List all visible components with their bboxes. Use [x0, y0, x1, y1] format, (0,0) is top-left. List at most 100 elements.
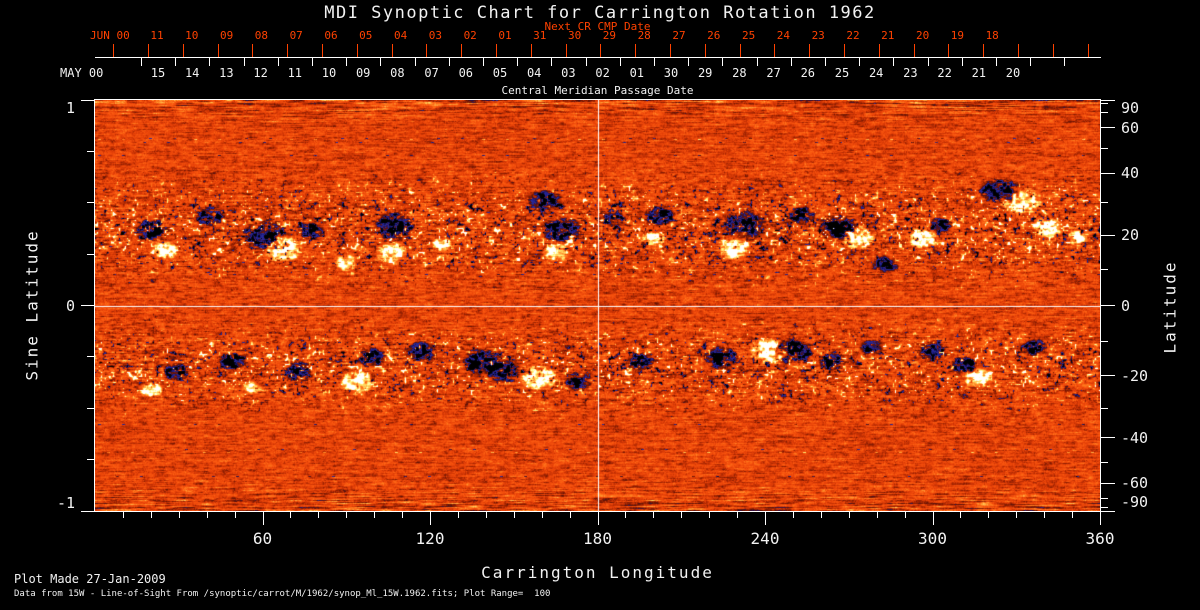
next-cr-axis-tick	[426, 44, 428, 57]
next-cr-day-label: 01	[498, 29, 512, 42]
latitude-tick	[1101, 507, 1108, 509]
longitude-tick-label: 360	[1085, 529, 1115, 548]
longitude-minor-tick	[374, 512, 376, 518]
next-cr-axis-tick	[461, 44, 463, 57]
page-title: MDI Synoptic Chart for Carrington Rotati…	[324, 3, 876, 23]
cmp-day-label: 07	[424, 66, 439, 80]
sine-latitude-tick-label: -1	[56, 494, 75, 512]
latitude-tick	[1101, 498, 1108, 500]
cmp-day-label: 22	[937, 66, 952, 80]
sine-latitude-axis-title: Sine Latitude	[22, 229, 42, 381]
sine-latitude-tick	[87, 459, 95, 461]
cmp-day-label: 12	[253, 66, 268, 80]
longitude-major-tick	[1100, 512, 1101, 525]
longitude-tick-label: 300	[918, 529, 947, 548]
next-cr-axis-tick	[530, 44, 532, 57]
cmp-day-label: 20	[1005, 66, 1021, 80]
longitude-minor-tick	[1072, 512, 1074, 518]
next-cr-day-label: 19	[950, 29, 965, 42]
next-cr-day-label: 07	[289, 29, 303, 42]
cmp-day-label: 23	[903, 66, 918, 80]
cmp-axis-line	[95, 57, 1101, 58]
cmp-axis-tick	[654, 57, 655, 66]
cmp-axis-tick	[1030, 57, 1032, 66]
latitude-tick	[1101, 102, 1108, 104]
next-cr-day-label: 18	[985, 29, 999, 42]
cmp-axis-tick	[893, 57, 895, 66]
next-cr-axis-tick	[182, 44, 184, 57]
next-cr-day-label: 08	[254, 29, 269, 42]
longitude-tick-label: 60	[252, 529, 273, 548]
longitude-minor-tick	[960, 512, 962, 518]
latitude-tick	[1101, 202, 1108, 204]
plot-frame	[94, 99, 1101, 512]
next-cr-axis-tick	[391, 44, 393, 57]
longitude-tick-label: 120	[415, 529, 445, 548]
sine-latitude-tick	[87, 150, 95, 152]
next-cr-day-label: 31	[533, 29, 547, 42]
longitude-tick-label: 180	[583, 529, 612, 548]
next-cr-day-label: 20	[915, 29, 930, 42]
longitude-major-tick	[430, 512, 431, 525]
latitude-tick	[1101, 462, 1108, 464]
latitude-tick	[1101, 437, 1115, 439]
cmp-axis-tick	[243, 57, 245, 66]
sine-latitude-tick	[81, 510, 95, 512]
next-cr-axis-tick	[148, 44, 149, 57]
next-cr-axis-tick	[774, 44, 776, 57]
cmp-axis-tick	[585, 57, 587, 66]
next-cr-axis-tick	[287, 44, 289, 57]
next-cr-axis-tick	[983, 44, 985, 57]
longitude-minor-tick	[625, 512, 627, 518]
longitude-minor-tick	[876, 512, 878, 518]
longitude-minor-tick	[904, 512, 906, 518]
cmp-axis-tick	[996, 57, 997, 66]
sine-latitude-tick	[87, 253, 95, 255]
longitude-minor-tick	[513, 512, 515, 518]
longitude-minor-tick	[457, 512, 459, 518]
latitude-tick	[1101, 269, 1108, 271]
latitude-tick-label: 20	[1121, 226, 1140, 245]
latitude-tick-label: 40	[1121, 164, 1140, 183]
next-cr-axis-tick	[704, 44, 706, 57]
latitude-tick-label: -90	[1121, 493, 1149, 511]
latitude-tick-label: -40	[1121, 428, 1149, 447]
central-meridian-passage-label: Central Meridian Passage Date	[501, 84, 694, 97]
latitude-tick-label: 60	[1121, 118, 1140, 137]
cmp-axis-tick	[312, 57, 313, 66]
next-cr-day-label: 25	[741, 29, 756, 42]
cmp-axis-name: MAY 00	[60, 66, 104, 80]
latitude-tick-label: -60	[1121, 474, 1149, 493]
next-cr-axis-tick	[322, 44, 323, 57]
next-cr-axis-tick	[356, 44, 358, 57]
latitude-tick	[1101, 234, 1115, 236]
next-cr-day-label: 22	[846, 29, 860, 42]
longitude-minor-tick	[150, 512, 152, 518]
cmp-day-label: 29	[697, 66, 713, 80]
cmp-day-label: 24	[868, 66, 884, 80]
cmp-axis-tick	[209, 57, 211, 66]
longitude-major-tick	[597, 512, 599, 525]
latitude-tick	[1101, 172, 1115, 174]
cmp-axis-tick	[722, 57, 724, 66]
longitude-minor-tick	[122, 512, 124, 518]
sine-latitude-tick	[81, 99, 95, 101]
next-cr-axis-tick	[217, 44, 219, 57]
next-cr-axis-tick	[1052, 44, 1054, 57]
latitude-tick	[1101, 375, 1115, 377]
next-cr-axis-tick	[113, 44, 115, 57]
longitude-tick-label: 240	[750, 529, 780, 548]
cmp-day-label: 21	[971, 66, 987, 80]
cmp-axis-tick	[859, 57, 861, 66]
data-source-text: Data from 15W - Line-of-Sight From /syno…	[14, 589, 551, 599]
sine-latitude-tick	[81, 305, 95, 306]
next-cr-day-label: 23	[811, 29, 825, 42]
longitude-minor-tick	[653, 512, 655, 518]
longitude-minor-tick	[485, 512, 487, 518]
cmp-day-label: 14	[184, 66, 200, 80]
latitude-tick	[1101, 340, 1108, 342]
plot-made-text: Plot Made 27-Jan-2009	[14, 572, 166, 586]
next-cr-axis-tick	[913, 44, 915, 57]
longitude-minor-tick	[402, 512, 404, 518]
cmp-day-label: 11	[287, 66, 303, 80]
